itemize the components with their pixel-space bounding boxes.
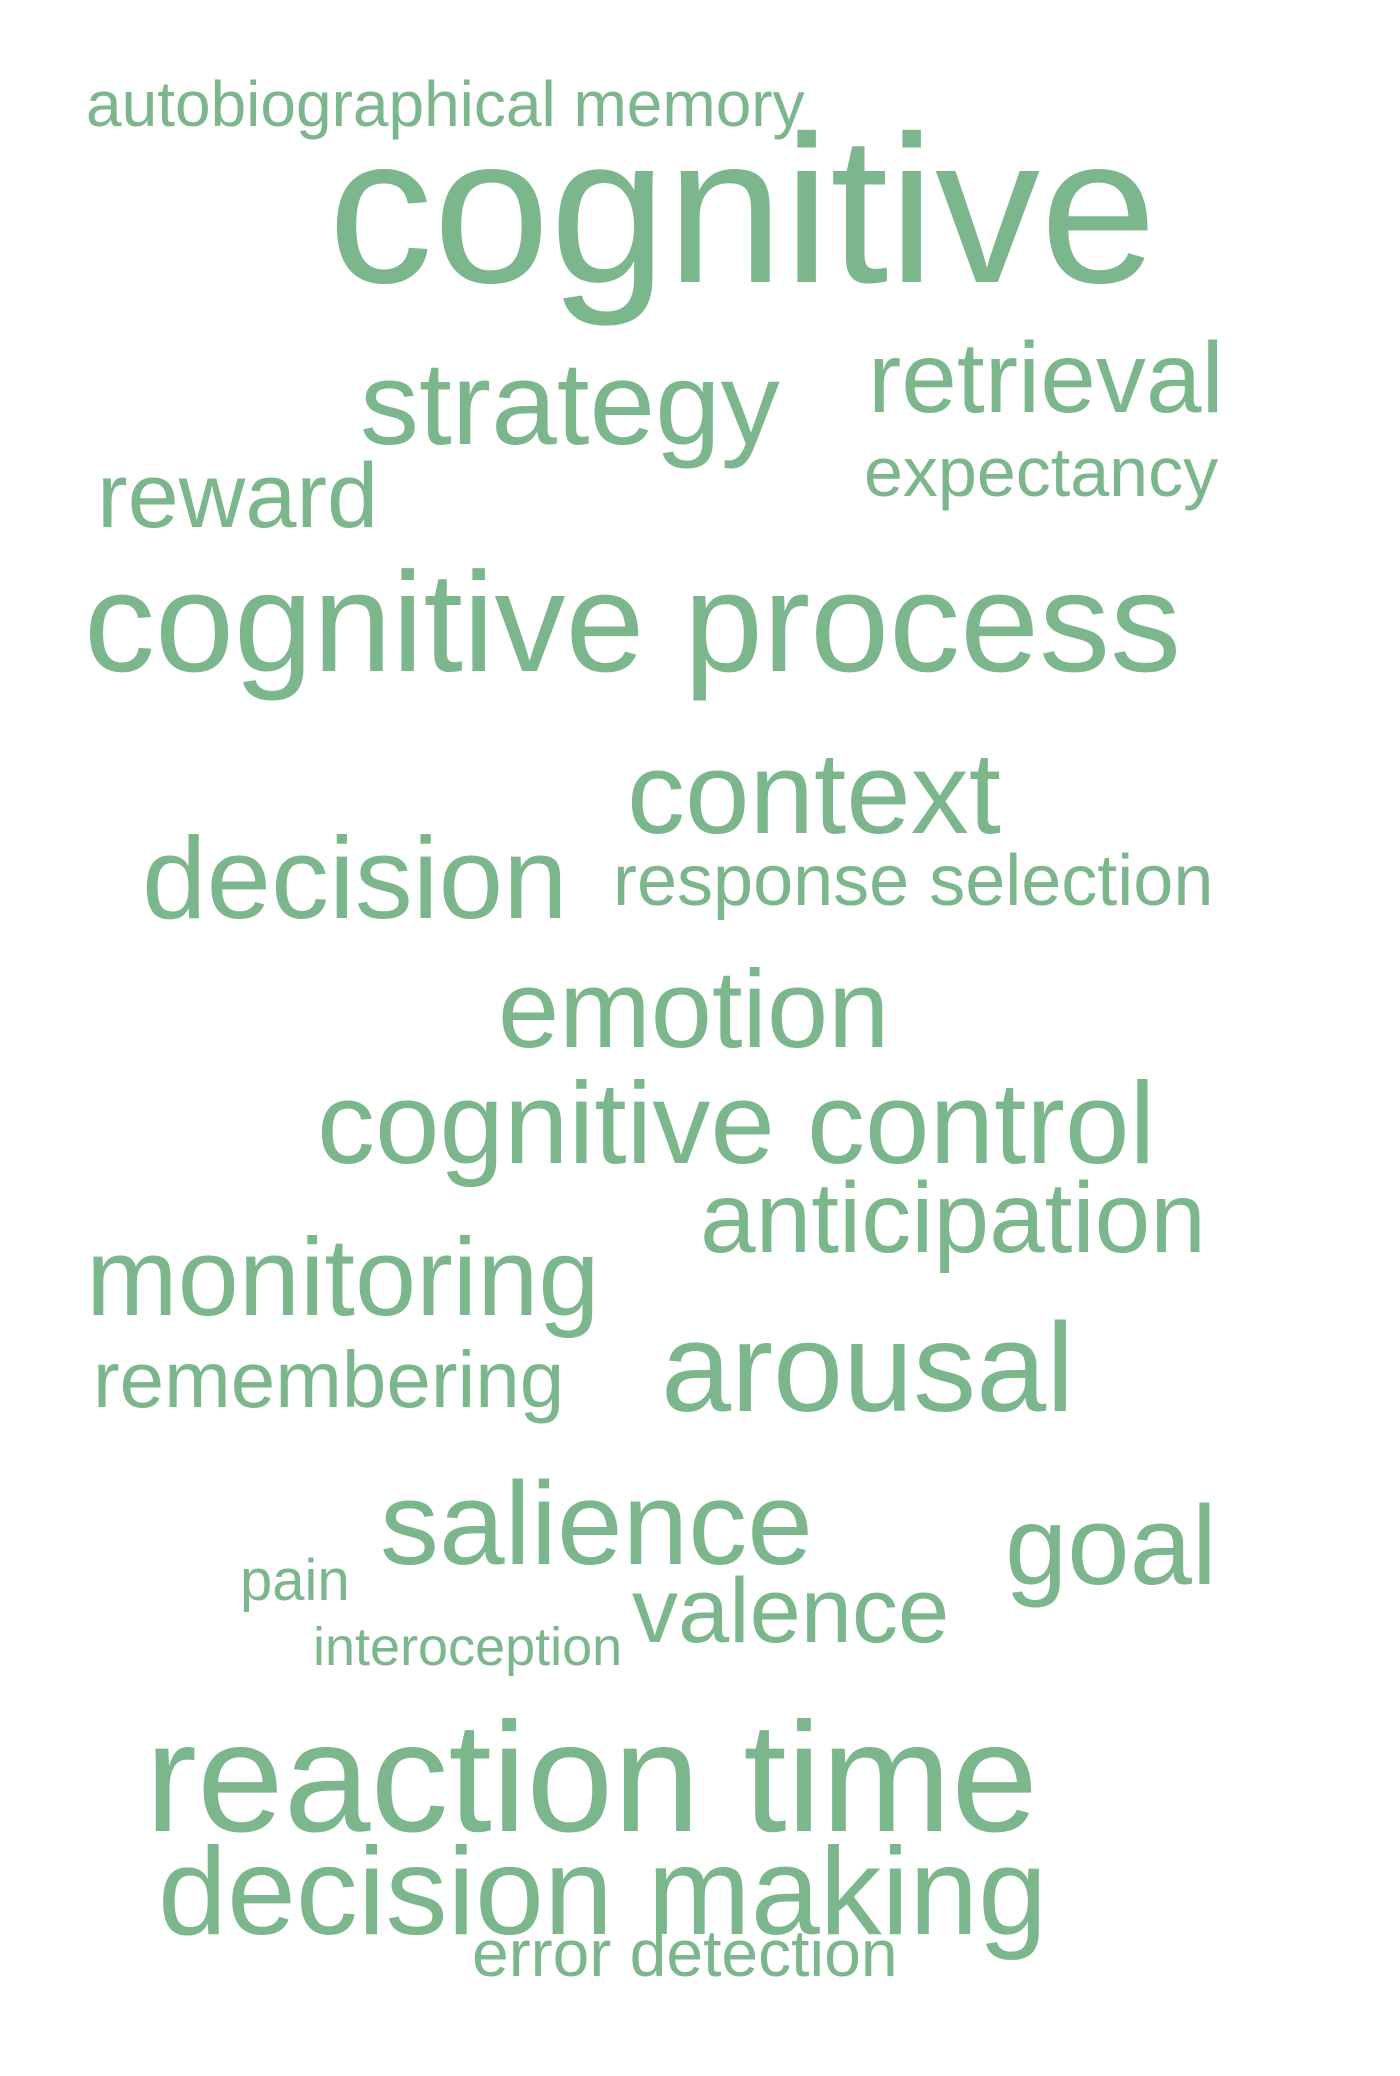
word-decision: decision <box>142 813 568 943</box>
word-interoception: interoception <box>313 1617 623 1677</box>
word-error-detection: error detection <box>472 1916 898 1990</box>
word-salience: salience <box>380 1458 813 1590</box>
word-emotion: emotion <box>498 948 890 1071</box>
word-strategy: strategy <box>360 338 780 470</box>
word-autobiographical-memory: autobiographical memory <box>86 68 805 140</box>
word-anticipation: anticipation <box>700 1162 1206 1274</box>
word-context: context <box>627 728 1001 858</box>
word-arousal: arousal <box>661 1297 1075 1438</box>
word-cognitive-process: cognitive process <box>84 543 1182 702</box>
word-valence: valence <box>632 1560 950 1662</box>
word-remembering: remembering <box>93 1335 565 1424</box>
word-decision-making: decision making <box>158 1823 1048 1961</box>
word-cognitive: cognitive <box>328 92 1157 327</box>
word-retrieval: retrieval <box>868 322 1224 434</box>
word-cognitive-control: cognitive control <box>317 1058 1156 1188</box>
word-reward: reward <box>97 445 379 547</box>
word-goal: goal <box>1005 1483 1217 1608</box>
word-response-selection: response selection <box>613 841 1214 921</box>
word-pain: pain <box>240 1548 350 1613</box>
word-monitoring: monitoring <box>86 1216 600 1339</box>
word-reaction-time: reaction time <box>145 1691 1039 1865</box>
word-expectancy: expectancy <box>864 433 1219 511</box>
